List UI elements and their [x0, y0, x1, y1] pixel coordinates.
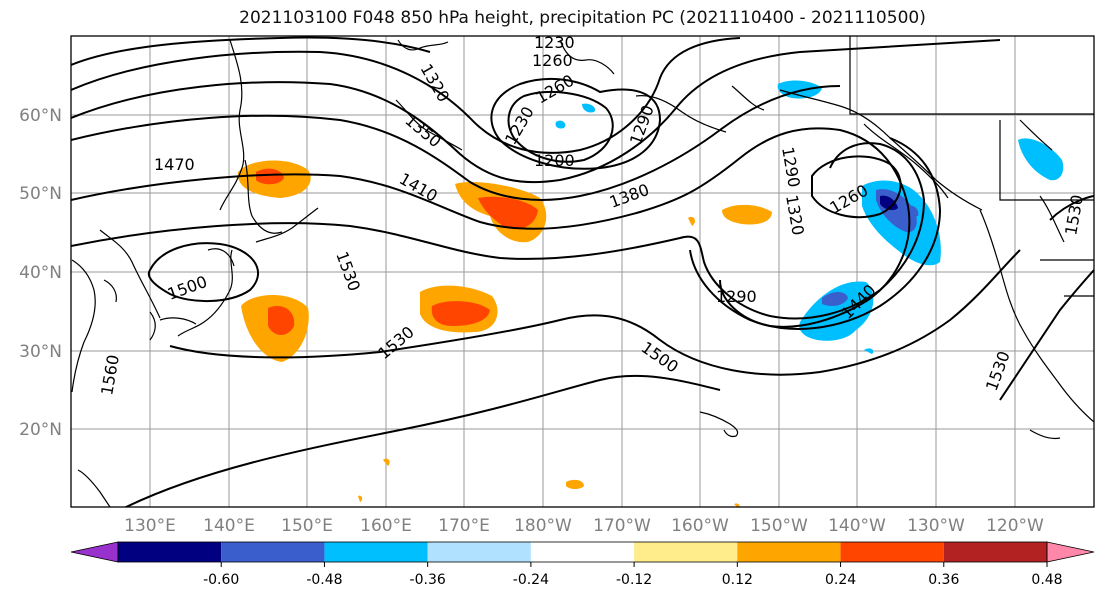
- precip-blob-gulf-alaska: [862, 180, 941, 266]
- lon-tick-label: 140°W: [828, 516, 886, 536]
- colorbar-segment: [221, 542, 325, 562]
- precip-shading: [237, 80, 1064, 507]
- lat-tick-label: 50°N: [19, 184, 62, 204]
- colorbar-extend-low: [70, 541, 119, 563]
- precip-blob-pacific-west: [420, 285, 498, 333]
- colorbar-segment: [530, 542, 635, 562]
- lat-tick-label: 40°N: [19, 263, 62, 283]
- contour-label: 1230: [534, 33, 575, 52]
- colorbar-tick-label: 0.48: [1031, 572, 1062, 588]
- lon-tick-label: 170°W: [593, 516, 651, 536]
- lat-axis: 60°N 50°N 40°N 30°N 20°N: [19, 106, 62, 440]
- precip-blob-japan-north: [237, 160, 311, 198]
- lon-tick-label: 150°W: [750, 516, 808, 536]
- lon-tick-label: 130°E: [124, 516, 176, 536]
- contour-label: 1470: [154, 155, 195, 174]
- colorbar-outline: [117, 541, 1048, 563]
- colorbar-tick-label: -0.24: [513, 572, 549, 588]
- precip-blob-canada: [1018, 138, 1064, 181]
- colorbar-segment: [634, 542, 738, 562]
- precip-blob-small-south: [358, 458, 740, 507]
- colorbar: -0.60 -0.48 -0.36 -0.24 -0.12 0.12 0.24 0.36 0.4…: [70, 541, 1095, 588]
- colorbar-tick-label: 0.36: [928, 572, 959, 588]
- colorbar-segment: [118, 542, 222, 562]
- lat-tick-label: 20°N: [19, 420, 62, 440]
- precip-blob-central: [688, 204, 772, 226]
- lon-tick-label: 130°W: [907, 516, 965, 536]
- colorbar-tick-label: 0.12: [722, 572, 753, 588]
- lon-axis: 130°E 140°E 150°E 160°E 170°E 180°W 170°…: [124, 516, 1044, 536]
- colorbar-tick-label: -0.12: [616, 572, 652, 588]
- contour-label: 1260: [532, 51, 573, 70]
- lon-tick-label: 120°W: [986, 516, 1044, 536]
- lon-tick-label: 140°E: [203, 516, 255, 536]
- lat-tick-label: 30°N: [19, 342, 62, 362]
- precip-blob-japan-south: [241, 295, 309, 362]
- map-title: 2021103100 F048 850 hPa height, precipit…: [239, 8, 926, 28]
- colorbar-segment: [840, 542, 944, 562]
- colorbar-tick-label: 0.24: [825, 572, 856, 588]
- lon-tick-label: 150°E: [281, 516, 333, 536]
- lon-tick-label: 160°E: [360, 516, 412, 536]
- contour-label: 1200: [534, 151, 575, 170]
- lon-tick-label: 160°W: [671, 516, 729, 536]
- colorbar-tick-label: -0.48: [306, 572, 342, 588]
- colorbar-tick-label: -0.36: [410, 572, 446, 588]
- map-frame: [70, 35, 1095, 508]
- colorbar-segment: [943, 542, 1047, 562]
- colorbar-segment: [324, 542, 428, 562]
- lon-tick-label: 180°W: [514, 516, 572, 536]
- colorbar-extend-high: [1046, 541, 1095, 563]
- contour-label: 1290: [716, 287, 757, 306]
- lon-tick-label: 170°E: [438, 516, 490, 536]
- lat-tick-label: 60°N: [19, 106, 62, 126]
- precip-blob-dateline: [455, 181, 547, 243]
- colorbar-segment: [427, 542, 531, 562]
- map-panel: 1230 1260 1320 1260 1230 1290 1350 1200 …: [71, 33, 1094, 507]
- colorbar-tick-label: -0.60: [203, 572, 239, 588]
- height-contours: [71, 36, 1094, 507]
- colorbar-segment: [737, 542, 841, 562]
